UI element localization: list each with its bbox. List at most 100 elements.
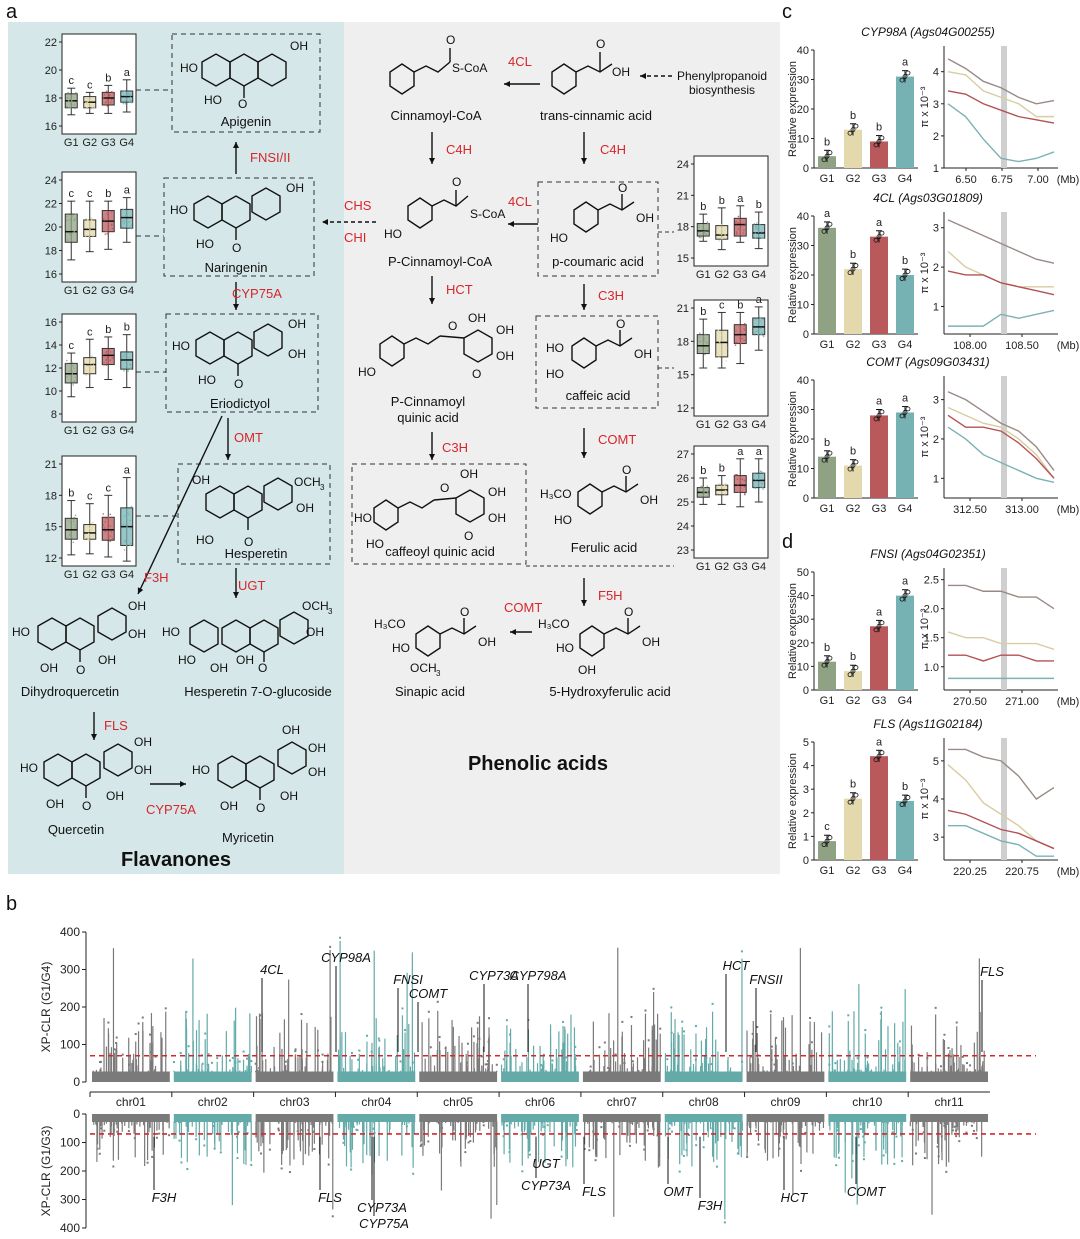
- trans-cinnamic-label: trans-cinnamic acid: [540, 108, 652, 123]
- svg-text:OH: OH: [460, 467, 478, 481]
- xpclr-bottom-ytick: 300: [60, 1193, 80, 1207]
- gene-callout-bottom: COMT: [847, 1184, 886, 1199]
- gene-callout-top: 4CL: [260, 962, 284, 977]
- p-coumaric-structure: [573, 194, 635, 233]
- bar-ytick: 30: [797, 75, 809, 87]
- bar-G3: a G3: [870, 396, 888, 515]
- pi-ytick: 4: [933, 794, 939, 806]
- pi-xtick: 6.50: [955, 174, 976, 186]
- svg-text:O: O: [256, 801, 265, 815]
- svg-text:HO: HO: [204, 93, 222, 107]
- metabolite-boxplots: 22201816G1cG2cG3bG4a2422201816G1cG2cG3bG…: [45, 33, 769, 581]
- svg-text:HO: HO: [196, 533, 214, 547]
- bar-ylabel: Relative expression: [787, 227, 799, 323]
- chromosome-points-bottom-chr11: [909, 1114, 988, 1215]
- group-label: G2: [846, 339, 861, 351]
- boxplot-ytick: 23: [677, 545, 689, 557]
- chromosome-label: chr02: [198, 1095, 228, 1109]
- group-label: G3: [872, 695, 887, 707]
- group-label: G3: [872, 173, 887, 185]
- chromosome-points-top-chr05: [419, 1000, 498, 1082]
- boxplot-ytick: 20: [45, 222, 57, 234]
- enzyme-4cl-mid: 4CL: [508, 194, 532, 209]
- chromosome-points-top-chr11: [910, 958, 988, 1082]
- dihydroquercetin-label: Dihydroquercetin: [21, 684, 119, 699]
- boxplot-ytick: 27: [677, 449, 689, 461]
- pi-xunit: (Mb): [1057, 504, 1080, 516]
- chromosome-label: chr08: [689, 1095, 719, 1109]
- boxplot-p_coumaric: 24 21 18 15 G1 b G2 b G3 a G4 b: [677, 155, 769, 281]
- bar-ytick: 4: [803, 761, 809, 773]
- gene-title: 4CL (Ags03G01809): [873, 191, 983, 205]
- box-G1: G1 c: [64, 340, 79, 437]
- caffeic-structure: [571, 330, 633, 369]
- chromosome-label: chr06: [525, 1095, 555, 1109]
- boxplot-caffeic: 21 18 15 12 G1 b G2 c G3 b G4 a: [677, 294, 769, 431]
- phenolic-pathway: O S-CoA Cinnamoyl-CoA O OH trans-cinnami…: [322, 33, 767, 775]
- pi-line-G1: [948, 748, 1055, 800]
- boxplot-ytick: 18: [677, 336, 689, 348]
- gene-callout-bottom: CYP73A: [357, 1200, 407, 1215]
- significance-letter: b: [105, 188, 111, 200]
- significance-letter: a: [756, 294, 763, 306]
- significance-letter: c: [69, 75, 75, 87]
- svg-text:OH: OH: [308, 741, 326, 755]
- boxplot-ytick: 24: [677, 159, 689, 171]
- bar-ytick: 2: [803, 808, 809, 820]
- significance-letter: c: [87, 491, 93, 503]
- gene-title: COMT (Ags09G03431): [866, 355, 989, 369]
- boxplot-ytick: 14: [45, 340, 57, 352]
- svg-text:OH: OH: [478, 635, 496, 649]
- bar-G4: a G4: [896, 393, 914, 515]
- chromosome-points-bottom-chr03: [255, 1114, 334, 1218]
- significance-letter: b: [105, 324, 111, 336]
- box-G1: G1 b: [64, 488, 79, 581]
- ferulic-label: Ferulic acid: [571, 540, 637, 555]
- pi-line-G3: [947, 809, 1055, 850]
- box-G1: G1 b: [696, 465, 711, 573]
- group-label: G3: [872, 865, 887, 877]
- svg-text:HO: HO: [358, 365, 376, 379]
- significance-letter: c: [824, 821, 830, 833]
- boxplot-ytick: 21: [677, 303, 689, 315]
- enzyme-chi: CHI: [344, 230, 366, 245]
- svg-text:H₃CO: H₃CO: [538, 617, 570, 631]
- bar-G4: a G4: [896, 576, 914, 707]
- significance-letter: b: [850, 110, 856, 122]
- box-G3: G3 a: [733, 446, 748, 573]
- svg-text:OCH: OCH: [294, 475, 321, 489]
- svg-text:OH: OH: [128, 599, 146, 613]
- svg-text:OH: OH: [280, 789, 298, 803]
- svg-text:O: O: [618, 181, 627, 195]
- pi-ylabel: π x 10⁻³: [919, 778, 931, 819]
- bar-G1: c G1: [818, 821, 836, 877]
- box-G4: G4 a: [119, 465, 134, 581]
- pi-ytick: 1: [933, 163, 939, 175]
- significance-letter: a: [124, 67, 131, 79]
- gene-panel-0: CYP98A (Ags04G00255) 40 30 20 10 0 Relative ex…: [787, 25, 1079, 186]
- hydroxyferulic-structure: [579, 618, 641, 657]
- pi-line-G3: [948, 654, 1054, 662]
- group-label: G4: [898, 865, 913, 877]
- bar-ytick: 10: [797, 661, 809, 673]
- group-label: G2: [714, 419, 729, 431]
- pi-xtick: 220.25: [953, 866, 987, 878]
- bar-G3: b G3: [870, 122, 888, 185]
- chromosome-points-top-chr02: [172, 958, 253, 1082]
- svg-text:O: O: [624, 605, 633, 619]
- pi-xtick: 6.75: [991, 174, 1012, 186]
- boxplot-eriodictyol: 16 14 12 10 8 G1 c G2 c G3 b G4 b: [45, 313, 137, 437]
- boxplot-ytick: 15: [677, 370, 689, 382]
- chromosome-points-bottom-chr08: [664, 1114, 743, 1224]
- gene-panel-3: FNSI (Ags04G02351) 50 40 30 20 10 0 Relative ex…: [787, 547, 1079, 708]
- caffeic-box: [535, 315, 659, 409]
- svg-text:OH: OH: [642, 635, 660, 649]
- svg-text:O: O: [622, 463, 631, 477]
- svg-text:HO: HO: [20, 761, 38, 775]
- pi-xtick: 312.50: [953, 504, 987, 516]
- svg-text:HO: HO: [354, 511, 372, 525]
- significance-letter: a: [902, 576, 909, 588]
- gene-title: CYP98A (Ags04G00255): [861, 25, 995, 39]
- group-label: G4: [751, 419, 766, 431]
- hesperetin-label: Hesperetin: [225, 546, 288, 561]
